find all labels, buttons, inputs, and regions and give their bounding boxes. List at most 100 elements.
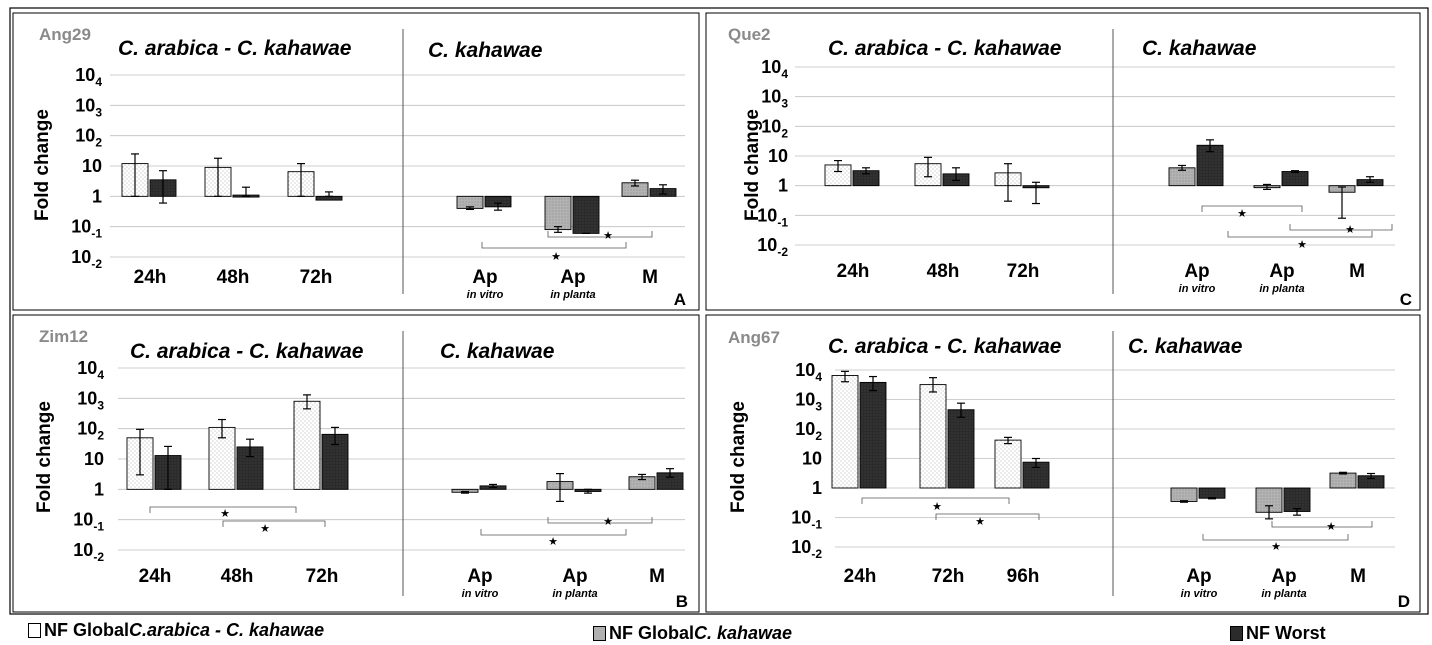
significance-bracket: [222, 520, 326, 527]
x-tick-sublabel: in vitro: [467, 289, 504, 301]
bar: [1255, 487, 1283, 513]
significance-bracket: [1227, 231, 1373, 238]
group-title: C. arabica - C. kahawae: [118, 37, 352, 60]
chart-panel-b: 10-2 10-1 1 10 102 103 104 Zim12 C. arabica - C.…: [12, 314, 700, 613]
y-tick-label: 10-2: [791, 537, 822, 561]
x-tick-sublabel: in planta: [552, 588, 597, 600]
x-tick-label: Ap: [1186, 566, 1211, 587]
y-tick-label: 103: [77, 388, 104, 412]
y-axis-label: Fold change: [34, 401, 55, 513]
x-tick-label: 24h: [134, 267, 167, 288]
y-tick-label: 10-2: [73, 540, 104, 564]
legend-label-prefix: NF Global: [609, 623, 694, 643]
significance-bracket: [1202, 534, 1349, 541]
x-tick-label: M: [1350, 566, 1366, 587]
panel-letter: A: [674, 290, 686, 309]
bar: [1329, 472, 1357, 489]
legend-swatch-grey: [593, 626, 606, 641]
bar: [572, 195, 600, 234]
panel-letter: C: [1400, 290, 1412, 309]
panel-border: [12, 314, 700, 613]
significance-star: ★: [603, 230, 613, 242]
legend-item-nf-global-arabica: NF Global C.arabica - C. kahawae: [28, 620, 324, 641]
gene-label: Ang67: [728, 328, 780, 347]
group-title: C. arabica - C. kahawae: [130, 340, 364, 363]
significance-bracket: [1201, 205, 1303, 212]
y-tick-label: 102: [77, 419, 104, 443]
panel-border: [12, 12, 700, 311]
group-title: C. kahawae: [440, 340, 555, 363]
bar: [1281, 171, 1309, 187]
x-tick-sublabel: in vitro: [1181, 588, 1218, 600]
group-title: C. kahawae: [428, 39, 543, 62]
y-tick-label: 10: [802, 449, 822, 469]
x-tick-label: 72h: [306, 566, 339, 587]
x-tick-label: 72h: [1007, 261, 1040, 282]
y-tick-label: 10-1: [73, 510, 104, 534]
y-tick-label: 10-1: [757, 205, 788, 229]
significance-bracket: [1289, 224, 1393, 231]
significance-bracket: [547, 231, 653, 238]
y-axis-label: Fold change: [32, 109, 53, 221]
y-tick-label: 1: [778, 176, 788, 196]
x-tick-sublabel: in vitro: [1179, 283, 1216, 295]
y-axis-label: Fold change: [742, 109, 763, 221]
y-axis-label: Fold change: [728, 401, 749, 513]
group-title: C. arabica - C. kahawae: [828, 335, 1062, 358]
legend-label-species: C. kahawae: [694, 623, 793, 643]
y-tick-label: 1: [812, 478, 822, 498]
legend-item-nf-worst: NF Worst: [1230, 623, 1326, 644]
legend-swatch-dark: [1230, 626, 1243, 641]
y-tick-label: 10: [82, 156, 102, 176]
significance-star: ★: [1345, 224, 1355, 236]
significance-bracket: [481, 242, 627, 249]
x-tick-label: M: [1349, 261, 1365, 282]
significance-star: ★: [1297, 239, 1307, 251]
significance-star: ★: [1271, 541, 1281, 553]
x-tick-sublabel: in planta: [1259, 283, 1304, 295]
x-tick-sublabel: in vitro: [462, 588, 499, 600]
y-tick-label: 10: [768, 146, 788, 166]
y-tick-label: 102: [795, 419, 822, 443]
panel-border: [705, 314, 1421, 613]
y-tick-label: 10-2: [757, 235, 788, 259]
x-tick-label: 24h: [139, 566, 172, 587]
group-title: C. arabica - C. kahawae: [828, 37, 1062, 60]
significance-star: ★: [220, 508, 230, 520]
x-tick-label: Ap: [562, 566, 587, 587]
y-tick-label: 10-1: [791, 508, 822, 532]
bar: [947, 409, 975, 489]
bar: [1283, 487, 1311, 512]
y-tick-label: 104: [77, 358, 104, 382]
panel-border: [705, 12, 1421, 311]
x-tick-label: Ap: [1271, 566, 1296, 587]
bar: [831, 375, 859, 489]
x-tick-sublabel: in planta: [1261, 588, 1306, 600]
significance-bracket: [861, 497, 1010, 504]
bar: [994, 439, 1022, 489]
y-tick-label: 102: [761, 116, 788, 140]
significance-star: ★: [1326, 521, 1336, 533]
x-tick-label: 72h: [932, 566, 965, 587]
bar: [859, 381, 887, 489]
gene-label: Que2: [728, 25, 771, 44]
significance-star: ★: [548, 536, 558, 548]
y-tick-label: 1: [94, 479, 104, 499]
significance-star: ★: [1237, 208, 1247, 220]
x-tick-label: Ap: [472, 267, 497, 288]
y-tick-label: 104: [761, 57, 788, 81]
y-tick-label: 10-2: [71, 247, 102, 271]
significance-star: ★: [603, 516, 613, 528]
bar: [1198, 487, 1226, 499]
y-tick-label: 10: [84, 449, 104, 469]
y-tick-label: 103: [795, 390, 822, 414]
y-tick-label: 104: [795, 360, 822, 384]
chart-panel-a: 10-2 10-1 1 10 102 103 104 Ang29 C. arabica - C.…: [12, 12, 700, 311]
significance-bracket: [149, 506, 297, 513]
panel-letter: B: [676, 592, 688, 611]
x-tick-label: 24h: [844, 566, 877, 587]
y-tick-label: 103: [75, 95, 102, 119]
legend-label: NF Worst: [1246, 623, 1326, 643]
significance-bracket: [547, 517, 653, 524]
